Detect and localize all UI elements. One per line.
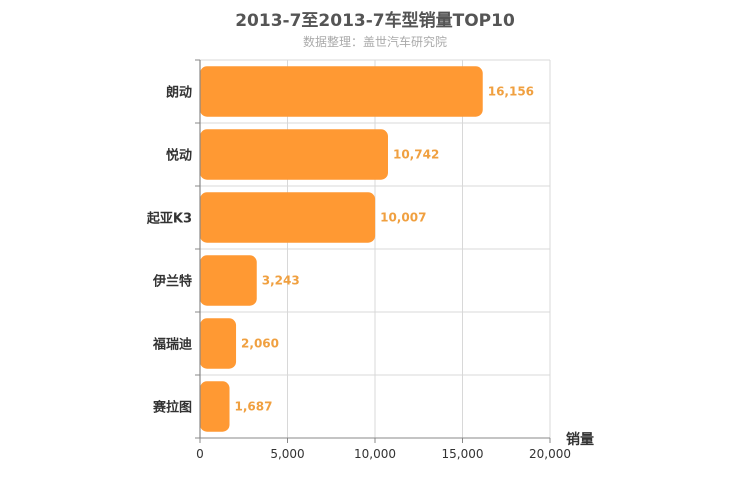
category-label: 伊兰特 [152, 274, 192, 290]
category-label: 朗动 [166, 85, 192, 101]
bar [200, 192, 376, 243]
bar [200, 255, 257, 306]
x-axis-title: 销量 [566, 431, 594, 448]
data-label: 10,742 [393, 148, 439, 162]
category-label: 福瑞迪 [152, 337, 192, 353]
x-tick-label: 15,000 [442, 447, 484, 461]
bar [200, 66, 483, 117]
chart-subtitle: 数据整理：盖世汽车研究院 [302, 35, 447, 49]
x-tick-label: 20,000 [529, 447, 571, 461]
bar [200, 381, 230, 432]
bar-layer: 16,156 10,742 10,007 3,243 2,060 1,687 [200, 66, 534, 432]
bar [200, 129, 388, 180]
bar [200, 318, 237, 369]
x-tick-label: 5,000 [270, 447, 304, 461]
data-label: 16,156 [488, 85, 534, 99]
category-label: 赛拉图 [152, 400, 192, 416]
x-tick-label: 10,000 [354, 447, 396, 461]
data-label: 3,243 [262, 274, 300, 288]
data-label: 2,060 [241, 337, 279, 351]
chart-title: 2013-7至2013-7车型销量TOP10 [235, 11, 515, 31]
category-label: 起亚K3 [146, 211, 192, 227]
data-label: 10,007 [380, 211, 426, 225]
category-label: 悦动 [166, 148, 192, 164]
data-label: 1,687 [235, 400, 273, 414]
x-tick-label: 0 [196, 447, 204, 461]
